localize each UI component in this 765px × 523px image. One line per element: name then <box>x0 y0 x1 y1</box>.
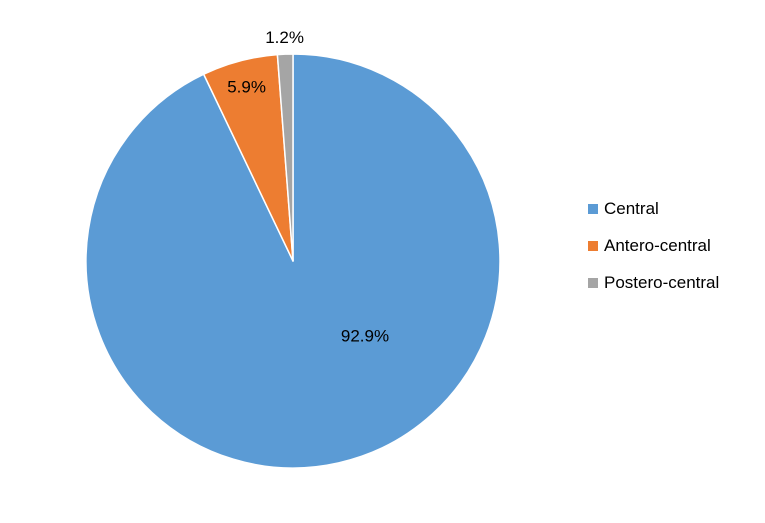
data-label-central: 92.9% <box>341 327 389 346</box>
legend-item-antero-central: Antero-central <box>588 227 758 264</box>
legend-label: Postero-central <box>604 272 720 292</box>
chart-legend: Central Antero-central Postero-central <box>588 190 758 301</box>
pie-slices <box>85 53 501 469</box>
legend-label: Central <box>604 198 659 218</box>
legend-swatch <box>588 203 598 214</box>
legend-swatch <box>588 240 598 251</box>
pie-data-labels: 92.9% 5.9% 1.2% <box>227 28 389 345</box>
legend-swatch <box>588 277 598 288</box>
legend-item-central: Central <box>588 190 758 227</box>
data-label-postero-central: 1.2% <box>265 28 304 47</box>
data-label-antero-central: 5.9% <box>227 77 266 96</box>
pie-slice-postero-central <box>276 53 294 262</box>
legend-item-postero-central: Postero-central <box>588 264 758 301</box>
legend-label: Antero-central <box>604 235 711 255</box>
